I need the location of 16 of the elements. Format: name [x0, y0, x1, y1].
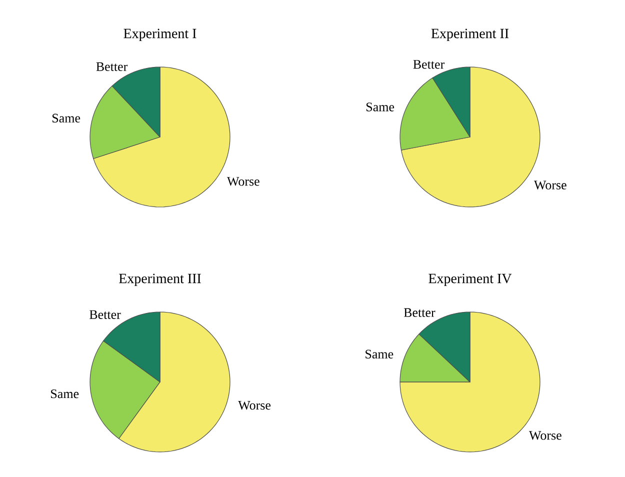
slice-label: Worse	[528, 431, 562, 440]
slice-label: Same	[51, 389, 79, 398]
slice-label: Worse	[226, 177, 260, 186]
chart-title: Experiment III	[119, 274, 201, 286]
chart-title: Experiment II	[431, 28, 509, 42]
chart-title: Experiment IV	[428, 274, 512, 286]
slice-label: Better	[96, 62, 128, 72]
slice-label: Worse	[534, 180, 566, 190]
slice-label: Same	[52, 114, 80, 123]
slice-label: Same	[366, 102, 394, 112]
slice-label: Worse	[238, 401, 271, 410]
slice-label: Better	[404, 308, 436, 317]
slice-label: Better	[413, 60, 445, 69]
slice-label: Better	[90, 310, 121, 319]
chart-title: Experiment I	[124, 28, 196, 42]
slice-label: Same	[366, 350, 394, 358]
